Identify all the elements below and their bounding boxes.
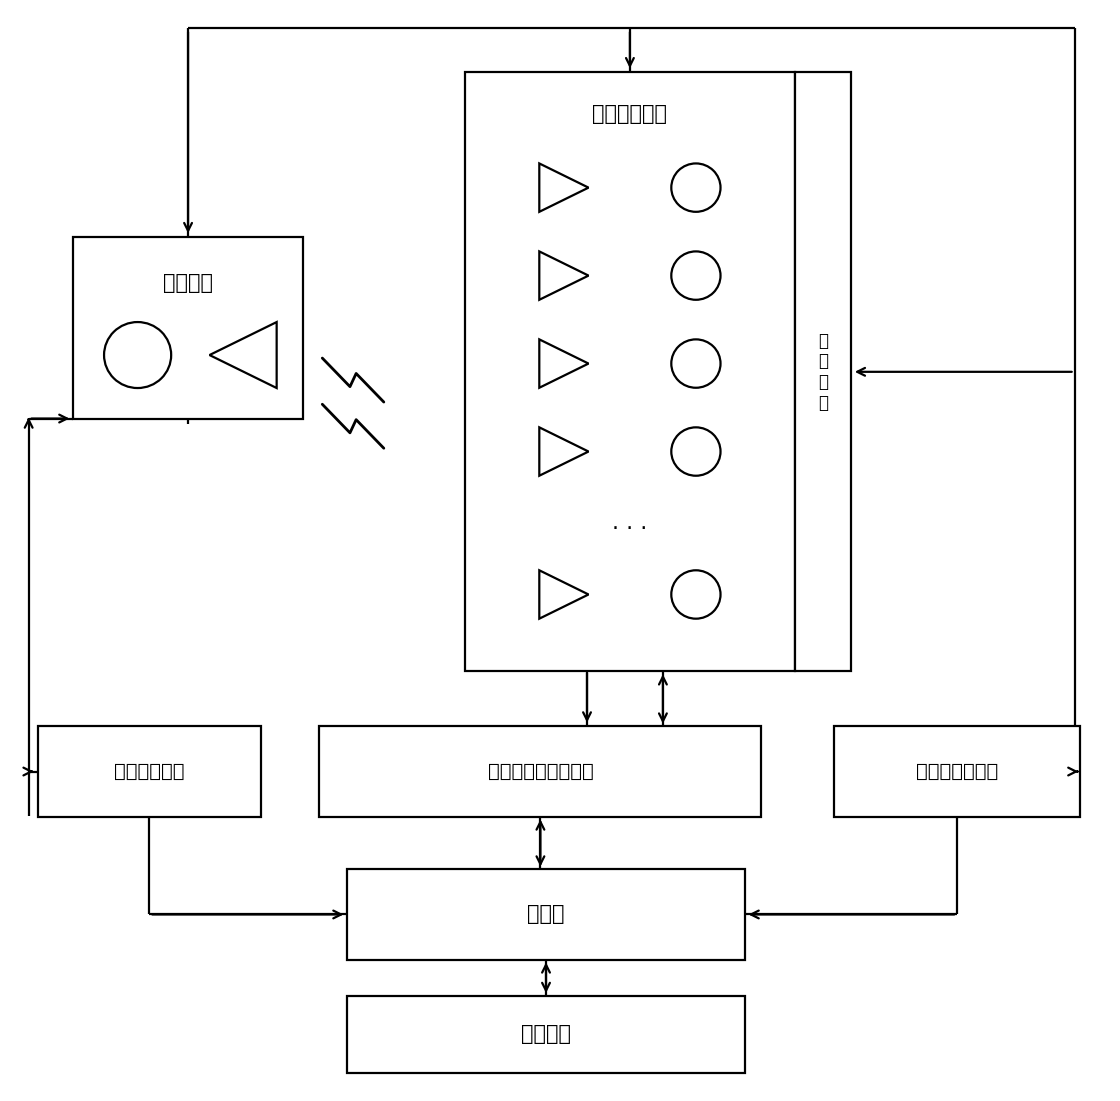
FancyBboxPatch shape xyxy=(795,73,851,672)
Text: 馈
电
网
络: 馈 电 网 络 xyxy=(818,331,828,412)
FancyBboxPatch shape xyxy=(38,727,261,817)
Text: 人机界面: 人机界面 xyxy=(521,1024,571,1045)
FancyBboxPatch shape xyxy=(347,870,745,960)
FancyBboxPatch shape xyxy=(834,727,1080,817)
Text: 伺服控制装置: 伺服控制装置 xyxy=(114,762,185,781)
Text: 信标天线: 信标天线 xyxy=(164,273,213,293)
FancyBboxPatch shape xyxy=(465,73,795,672)
FancyBboxPatch shape xyxy=(319,727,762,817)
Text: 数据发送与采集装置: 数据发送与采集装置 xyxy=(487,762,594,781)
Text: · · ·: · · · xyxy=(613,519,647,538)
Text: 计算机: 计算机 xyxy=(528,904,564,925)
FancyBboxPatch shape xyxy=(347,995,745,1072)
Text: 被测天线阵列: 被测天线阵列 xyxy=(592,103,668,124)
FancyBboxPatch shape xyxy=(74,237,302,418)
Text: 相控阵波控装置: 相控阵波控装置 xyxy=(916,762,998,781)
